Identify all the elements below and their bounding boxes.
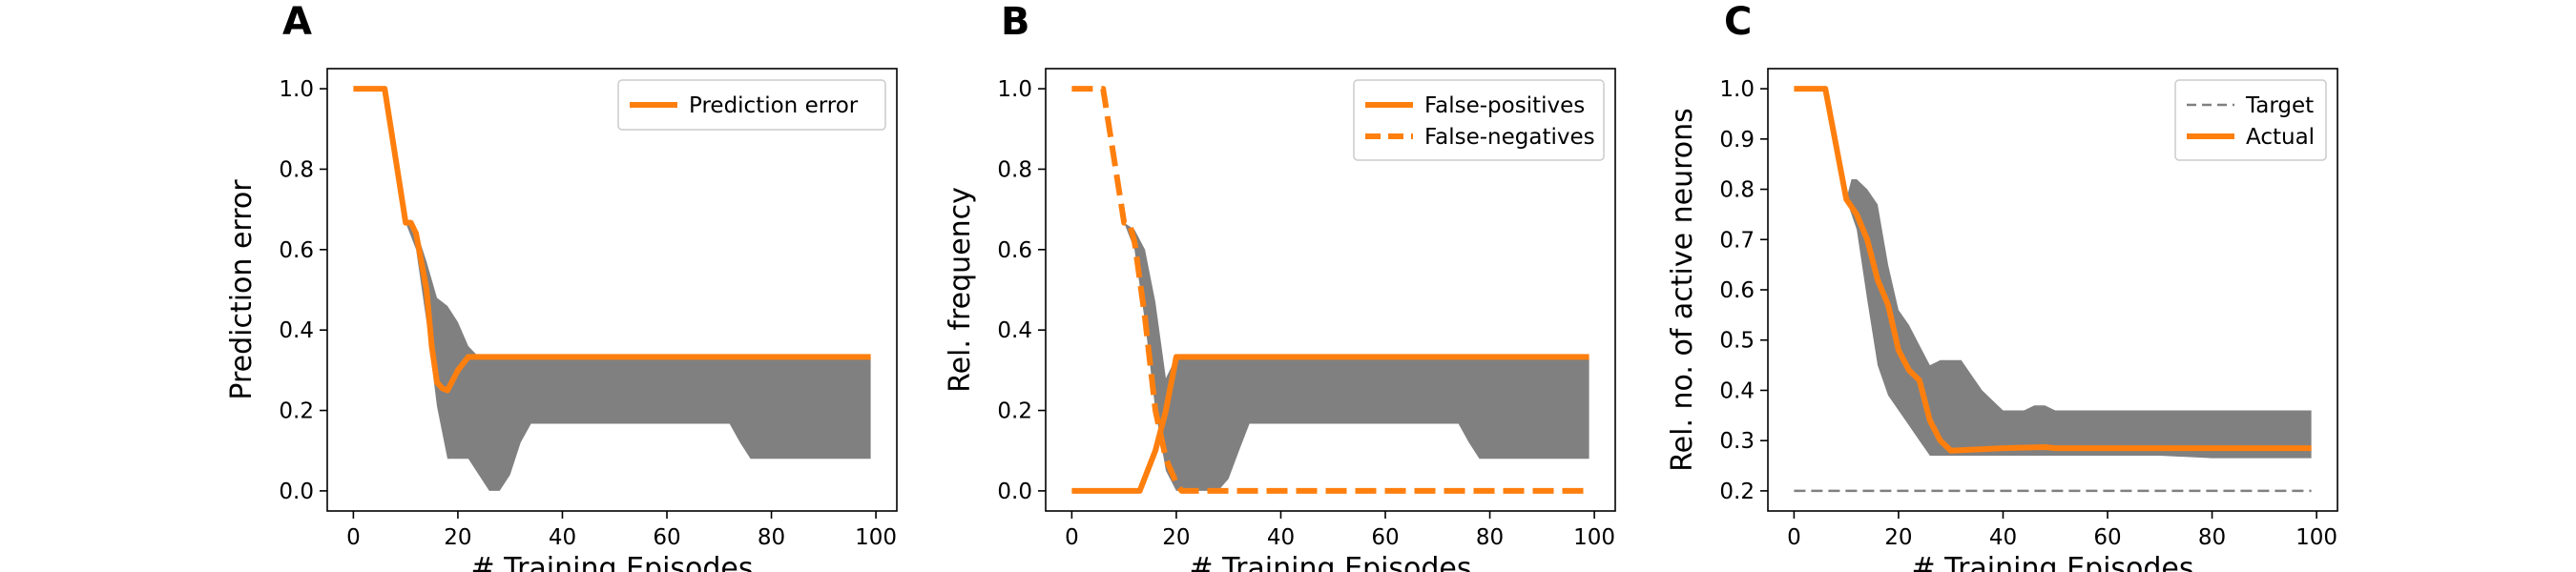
legend: False-positives False-negatives [1353,79,1605,161]
x-tick-label: 60 [1371,525,1399,550]
y-axis-label: Prediction error [225,179,259,400]
legend: Target Actual [2174,79,2327,161]
legend-label: False-positives [1424,93,1585,118]
y-tick-label: 0.4 [997,318,1032,343]
y-tick-label: 0.2 [997,399,1032,424]
legend-label: Target [2245,93,2314,118]
panel-letter: C [1724,0,1752,44]
panel-letter: B [1001,0,1030,44]
y-tick-label: 0.8 [1719,178,1755,203]
x-tick-label: 20 [444,525,471,550]
variability-band [405,222,871,491]
x-tick-label: 40 [1989,525,2017,550]
series-line-false-negatives [1071,86,1589,494]
x-tick-label: 100 [855,525,897,550]
y-tick-label: 0.8 [279,157,314,182]
plot-frame [1045,68,1616,512]
y-tick-label: 0.2 [1719,480,1755,504]
y-tick-label: 1.0 [997,77,1032,102]
legend-box [617,79,886,131]
x-tick-label: 20 [1162,525,1190,550]
x-tick-label: 100 [1573,525,1615,550]
x-tick-label: 80 [758,525,785,550]
plot-frame [326,68,898,512]
y-axis-label: Rel. no. of active neurons [1666,108,1699,472]
x-tick-label: 0 [1065,525,1079,550]
x-axis-label: # Training Episodes [470,552,753,572]
x-tick-label: 60 [2093,525,2121,550]
y-tick-label: 0.8 [997,157,1032,182]
legend-label: False-negatives [1424,125,1595,150]
y-tick-label: 0.9 [1719,128,1755,153]
y-tick-label: 0.3 [1719,429,1755,454]
x-tick-label: 40 [549,525,576,550]
y-tick-label: 0.6 [997,238,1032,263]
panel-a: A 0 20 40 60 80 100 0.0 0.2 0.4 0.6 0.8 1.0 # Trainin… [225,0,898,572]
panel-letter: A [282,0,312,44]
variability-band [1124,222,1589,491]
x-tick-label: 0 [1787,525,1801,550]
legend: Prediction error [617,79,886,131]
legend-box [1353,79,1605,161]
y-tick-label: 0.2 [279,399,314,424]
x-tick-label: 60 [653,525,680,550]
x-tick-label: 20 [1884,525,1912,550]
y-tick-label: 0.6 [1719,278,1755,303]
series-line-actual [1794,86,2312,454]
x-tick-label: 0 [346,525,361,550]
panel-c: C 0 20 40 60 80 100 0.2 0.3 0.4 0.5 0.6 0.7 0.8 0.9 1.0… [1666,0,2338,572]
y-tick-label: 0.0 [997,480,1032,504]
y-axis-label: Rel. frequency [944,187,977,393]
series-line-prediction-error [353,86,871,394]
variability-band [1846,179,2312,459]
y-tick-label: 0.4 [1719,378,1755,403]
x-tick-label: 80 [1476,525,1504,550]
x-tick-label: 100 [2296,525,2337,550]
y-tick-label: 0.0 [279,480,314,504]
legend-label: Actual [2246,125,2315,150]
y-tick-label: 0.5 [1719,329,1755,354]
y-tick-label: 0.4 [279,318,314,343]
legend-box [2174,79,2327,161]
x-axis-label: # Training Episodes [1911,552,2193,572]
x-axis-label: # Training Episodes [1189,552,1471,572]
y-tick-label: 1.0 [1719,77,1755,102]
series-line-false-positives [1071,354,1589,494]
panel-b: B 0 20 40 60 80 100 0.0 0.2 0.4 0.6 0.8 1.0 # Trainin… [944,0,1616,572]
y-tick-label: 0.7 [1719,228,1755,253]
legend-label: Prediction error [689,93,859,118]
x-tick-label: 80 [2198,525,2226,550]
y-tick-label: 0.6 [279,238,314,263]
x-tick-label: 40 [1267,525,1295,550]
y-tick-label: 1.0 [279,77,314,102]
